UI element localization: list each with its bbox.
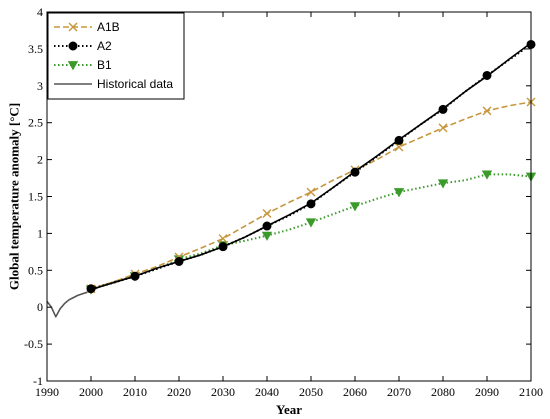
data-point (86, 284, 96, 294)
series-line (90, 101, 532, 290)
x-tick-label: 2100 (519, 385, 543, 399)
data-point (350, 167, 360, 177)
data-point (482, 106, 492, 116)
y-tick-label: 2 (37, 153, 43, 167)
x-axis-title: Year (276, 402, 302, 417)
axes: 1990 2000 2010 2020 2030 2040 2050 2060 2070 2080… (24, 5, 543, 399)
y-tick-label: 2.5 (28, 116, 43, 130)
data-point (261, 231, 273, 241)
x-tick-label: 2010 (123, 385, 147, 399)
data-point (130, 271, 140, 281)
x-tick-label: 2060 (343, 385, 367, 399)
data-point (306, 187, 316, 197)
data-point (393, 188, 405, 198)
legend-label: A1B (97, 20, 120, 34)
y-tick-label: 4 (37, 5, 43, 19)
legend-label: A2 (97, 39, 112, 53)
data-point (262, 221, 272, 231)
data-point (394, 135, 404, 145)
legend-label: Historical data (97, 77, 173, 91)
legend-label: B1 (97, 58, 112, 72)
y-tick-label: 0 (37, 300, 43, 314)
data-point (481, 170, 493, 180)
x-tick-label: 2090 (475, 385, 499, 399)
y-tick-label: 3 (37, 79, 43, 93)
data-point (438, 104, 448, 114)
data-point (394, 142, 404, 152)
x-tick-label: 2020 (167, 385, 191, 399)
y-tick-label: 1 (37, 226, 43, 240)
x-tick-label: 2000 (79, 385, 103, 399)
y-tick-label: -0.5 (24, 337, 43, 351)
legend-marker (68, 41, 78, 51)
x-tick-label: 2070 (387, 385, 411, 399)
data-point (438, 123, 448, 133)
y-axis-title: Global temperature anomaly [°C] (7, 103, 22, 290)
x-tick-label: 2050 (299, 385, 323, 399)
data-point (482, 70, 492, 80)
data-point (218, 234, 228, 244)
data-point (437, 179, 449, 189)
data-point (174, 256, 184, 266)
data-point (218, 242, 228, 252)
y-tick-label: -1 (33, 374, 43, 388)
x-tick-label: 2080 (431, 385, 455, 399)
x-tick-label: 2030 (211, 385, 235, 399)
data-point (305, 218, 317, 228)
legend-marker (68, 22, 78, 32)
legend-marker (67, 61, 79, 71)
plot-layer (46, 39, 537, 318)
data-point (306, 199, 316, 209)
x-tick-label: 1990 (35, 385, 59, 399)
y-tick-label: 3.5 (28, 42, 43, 56)
y-tick-label: 0.5 (28, 263, 43, 277)
x-tick-label: 2040 (255, 385, 279, 399)
data-point (349, 202, 361, 212)
data-point (262, 208, 272, 218)
legend: A1B A2 B1 Historical data (47, 12, 185, 100)
y-tick-label: 1.5 (28, 190, 43, 204)
